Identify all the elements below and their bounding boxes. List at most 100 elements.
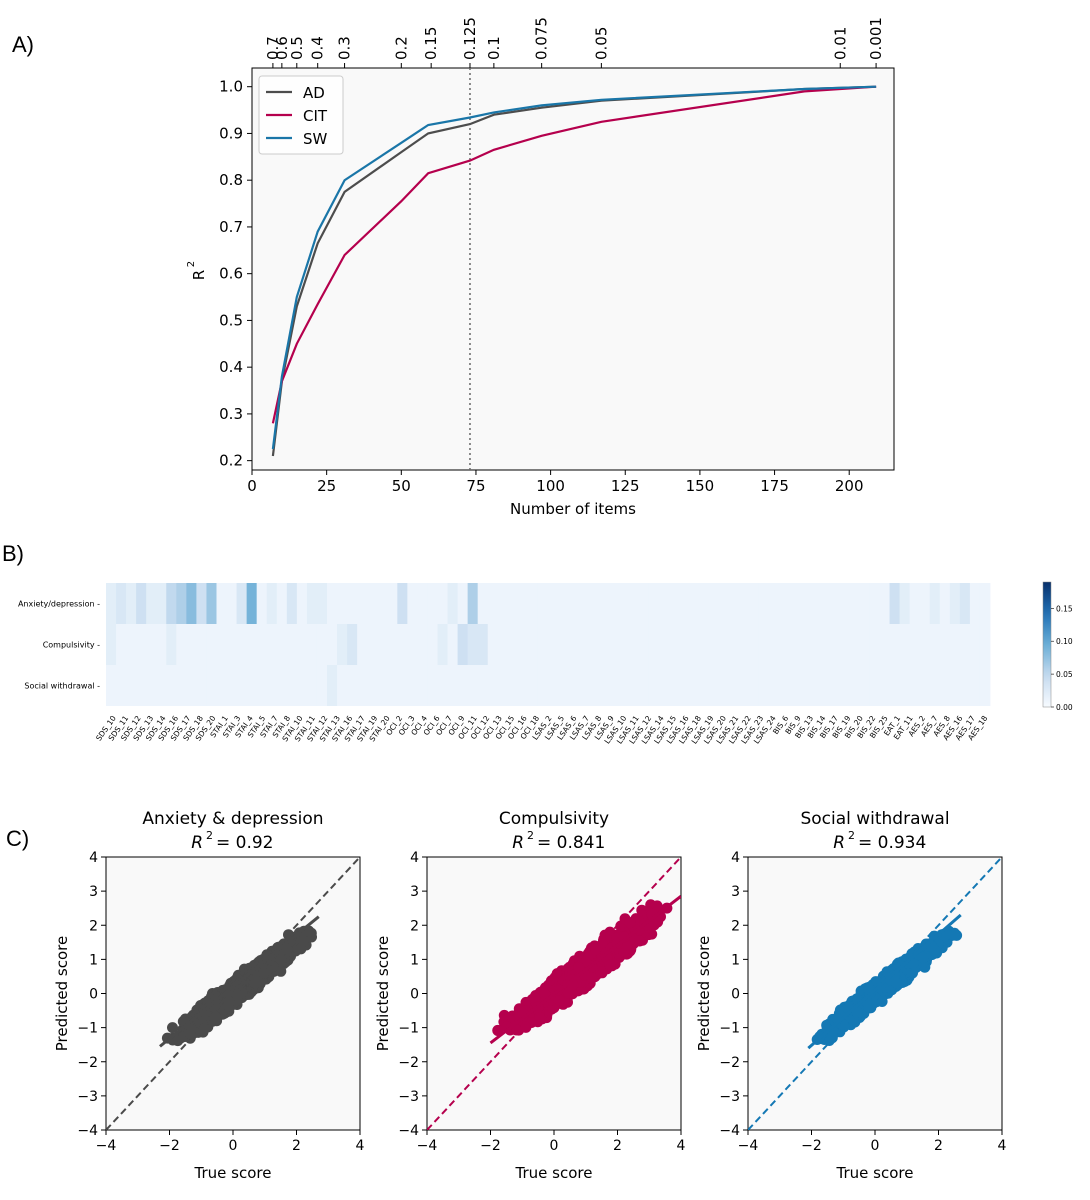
heatmap-cell <box>447 583 458 624</box>
x-tick-label: 2 <box>934 1138 943 1154</box>
y-tick-label: 3 <box>731 884 740 900</box>
heatmap-cell <box>969 583 981 624</box>
heatmap-cell <box>869 665 880 706</box>
data-point <box>198 1023 210 1035</box>
regression-line <box>159 915 320 1048</box>
heatmap-cell <box>316 583 328 624</box>
heatmap-cell <box>457 624 469 665</box>
heatmap-cell <box>126 665 137 706</box>
heatmap-cell <box>226 665 237 706</box>
colorbar-tick-label: 0.10 <box>1056 637 1073 646</box>
heatmap-cell <box>196 665 207 706</box>
r2-value: = 0.92 <box>216 833 274 853</box>
r2-label-sup: 2 <box>848 829 855 842</box>
heatmap-cell <box>799 583 810 624</box>
regression-line <box>489 895 681 1045</box>
heatmap-cell <box>106 665 117 706</box>
y-tick-label: −1 <box>77 1021 98 1037</box>
heatmap-cell <box>568 583 579 624</box>
identity-line <box>427 857 681 1130</box>
heatmap-cell <box>809 624 820 665</box>
y-tick-label: 1 <box>410 952 419 968</box>
heatmap-cell <box>558 665 569 706</box>
top-tick-label: 0.5 <box>288 36 306 60</box>
data-point <box>511 1024 523 1036</box>
y-tick-label: −3 <box>77 1089 98 1105</box>
y-tick-label: −2 <box>398 1055 419 1071</box>
heatmap-cell <box>588 624 599 665</box>
heatmap-cell <box>688 665 700 706</box>
heatmap-cell <box>718 583 730 624</box>
heatmap-cell <box>819 624 830 665</box>
heatmap-cell <box>799 665 810 706</box>
data-point <box>553 994 565 1006</box>
data-point <box>624 917 636 929</box>
x-tick-label: 25 <box>317 477 336 495</box>
heatmap-cell <box>347 583 358 624</box>
heatmap-cell <box>527 665 539 706</box>
heatmap-cell <box>779 665 790 706</box>
y-tick-label: −3 <box>719 1089 740 1105</box>
heatmap-cell <box>487 583 499 624</box>
heatmap-cell <box>337 665 348 706</box>
heatmap-cell <box>527 583 539 624</box>
heatmap-cell <box>387 665 398 706</box>
heatmap-cell <box>176 665 187 706</box>
heatmap-cell <box>869 583 880 624</box>
heatmap-cell <box>568 624 579 665</box>
data-point <box>210 1011 222 1023</box>
plot-content <box>106 857 360 1130</box>
series-line-sw <box>271 85 877 450</box>
heatmap-cell <box>316 665 328 706</box>
heatmap-cell <box>578 665 589 706</box>
heatmap-cell <box>507 583 519 624</box>
heatmap-cell <box>497 624 509 665</box>
legend-label-ad: AD <box>303 84 325 102</box>
heatmap-cell <box>758 583 770 624</box>
heatmap-cell <box>678 624 690 665</box>
heatmap-cell <box>889 665 900 706</box>
y-axis-label: Predicted score <box>695 936 713 1052</box>
heatmap-cell <box>276 583 288 624</box>
heatmap-cell <box>256 583 268 624</box>
legend-label-sw: SW <box>303 130 328 148</box>
heatmap-cell <box>658 583 669 624</box>
heatmap-cell <box>407 624 418 665</box>
heatmap-cell <box>708 665 720 706</box>
heatmap-cell <box>357 583 368 624</box>
heatmap-cell <box>477 665 489 706</box>
heatmap-cell <box>517 665 529 706</box>
heatmap-cell <box>417 624 428 665</box>
data-point <box>520 1021 532 1033</box>
heatmap-cell <box>608 624 619 665</box>
heatmap-cell <box>668 665 679 706</box>
y-tick-label: −4 <box>398 1123 419 1139</box>
panel-label-c: C) <box>6 826 29 851</box>
data-point <box>258 967 270 979</box>
colorbar <box>1042 581 1052 708</box>
heatmap-cell <box>527 624 539 665</box>
heatmap-row-label: Anxiety/depression - <box>18 600 100 609</box>
heatmap-cell <box>166 665 177 706</box>
data-point <box>562 987 574 999</box>
heatmap-cell <box>819 665 830 706</box>
heatmap-cell <box>568 665 579 706</box>
heatmap-cell <box>357 624 368 665</box>
heatmap-cell <box>327 583 338 624</box>
y-tick-label: −1 <box>398 1021 419 1037</box>
heatmap-cell <box>829 583 840 624</box>
top-tick-label: 0.075 <box>533 17 551 60</box>
top-tick-label: 0.01 <box>831 27 849 60</box>
heatmap-cell <box>417 665 428 706</box>
y-tick-label: 0.8 <box>219 171 243 189</box>
heatmap-cell <box>628 624 639 665</box>
y-tick-label: 3 <box>410 884 419 900</box>
heatmap-cell <box>598 624 609 665</box>
data-point <box>539 988 551 1000</box>
heatmap-cell <box>628 583 639 624</box>
heatmap-cell <box>949 583 961 624</box>
heatmap-cell <box>387 624 398 665</box>
heatmap-cell <box>648 624 659 665</box>
